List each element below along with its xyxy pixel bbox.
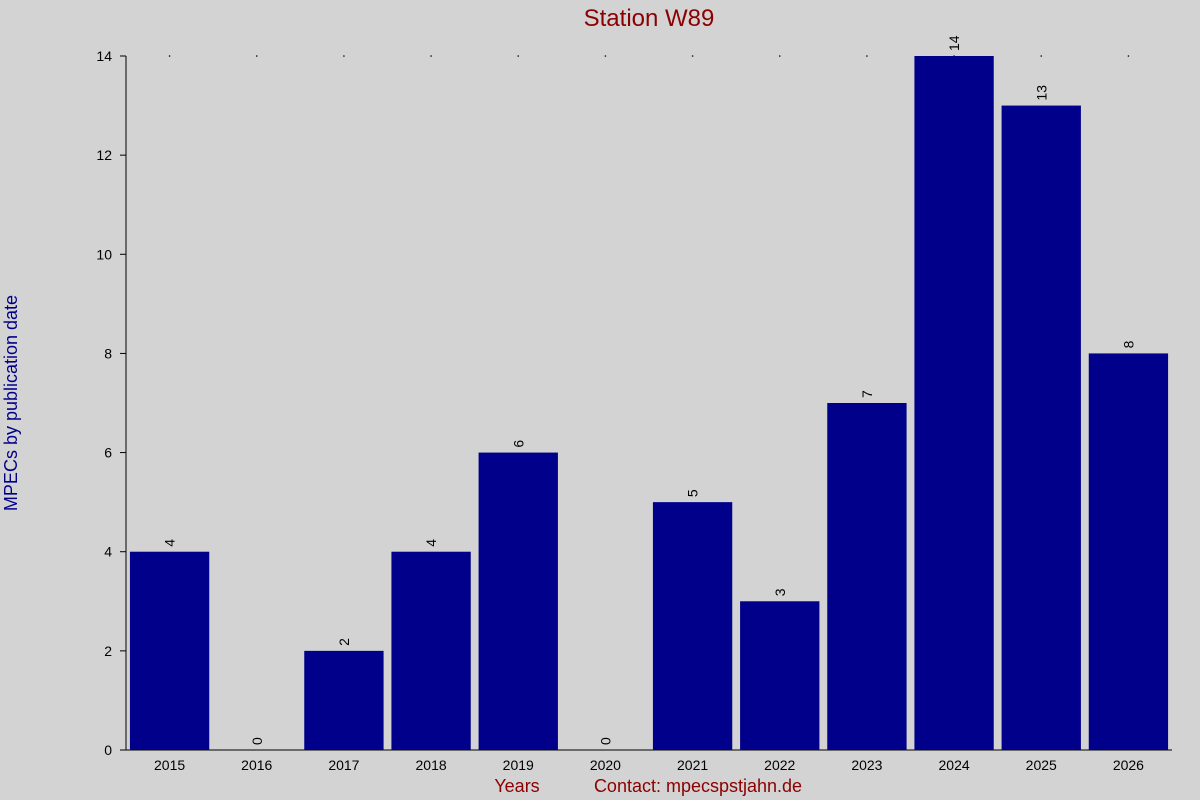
y-tick-label: 4: [104, 544, 112, 560]
y-tick-label: 14: [96, 48, 112, 64]
top-tick-dot: [255, 55, 258, 57]
top-tick-dot: [691, 55, 694, 57]
top-tick-dot: [1127, 55, 1130, 57]
x-tick-label: 2023: [851, 757, 882, 773]
x-tick-label: 2022: [764, 757, 795, 773]
x-tick-label: 2025: [1026, 757, 1057, 773]
y-tick-label: 2: [104, 643, 112, 659]
top-tick-dot: [430, 55, 432, 57]
x-tick-label: 2018: [416, 757, 447, 773]
bar: [652, 502, 733, 750]
top-tick-dot: [1040, 55, 1043, 57]
top-tick-dot: [866, 55, 868, 57]
data-label: 2: [336, 638, 352, 646]
x-tick-label: 2026: [1113, 757, 1144, 773]
bar: [129, 551, 210, 750]
x-axis-label: Years: [494, 776, 539, 796]
y-tick-label: 0: [104, 742, 112, 758]
y-axis-label: MPECs by publication date: [1, 295, 21, 511]
bar: [304, 650, 384, 750]
data-label: 7: [859, 390, 875, 398]
bar: [740, 601, 820, 750]
y-tick-label: 10: [96, 246, 112, 262]
x-tick-label: 2017: [328, 757, 359, 773]
x-tick-label: 2024: [939, 757, 970, 773]
data-label: 4: [162, 539, 178, 547]
top-tick-dot: [343, 55, 345, 57]
x-tick-label: 2019: [503, 757, 534, 773]
annotation: Contact: mpecspstjahn.de: [594, 776, 802, 796]
y-tick-label: 12: [96, 147, 112, 163]
data-label: 0: [597, 737, 613, 745]
y-tick-label: 8: [104, 345, 112, 361]
bar: [827, 403, 907, 750]
bar: [478, 452, 558, 750]
chart-title: Station W89: [584, 5, 715, 32]
data-label: 13: [1033, 85, 1049, 101]
data-label: 4: [423, 539, 439, 547]
x-tick-label: 2015: [154, 757, 185, 773]
top-tick-dot: [778, 55, 781, 57]
data-label: 3: [772, 588, 788, 596]
top-tick-dot: [604, 55, 607, 57]
x-tick-label: 2020: [590, 757, 621, 773]
top-tick-dot: [517, 55, 520, 57]
top-tick-dot: [168, 55, 171, 57]
data-label: 5: [685, 489, 701, 497]
bar: [391, 551, 471, 750]
bar: [1001, 105, 1081, 751]
data-label: 8: [1120, 340, 1136, 348]
bar: [1088, 353, 1169, 750]
data-label: 14: [946, 35, 962, 51]
bar: [914, 56, 994, 750]
y-tick-label: 6: [104, 445, 112, 461]
x-tick-label: 2021: [677, 757, 708, 773]
x-tick-label: 2016: [241, 757, 272, 773]
data-label: 0: [249, 737, 265, 745]
data-label: 6: [510, 440, 526, 448]
